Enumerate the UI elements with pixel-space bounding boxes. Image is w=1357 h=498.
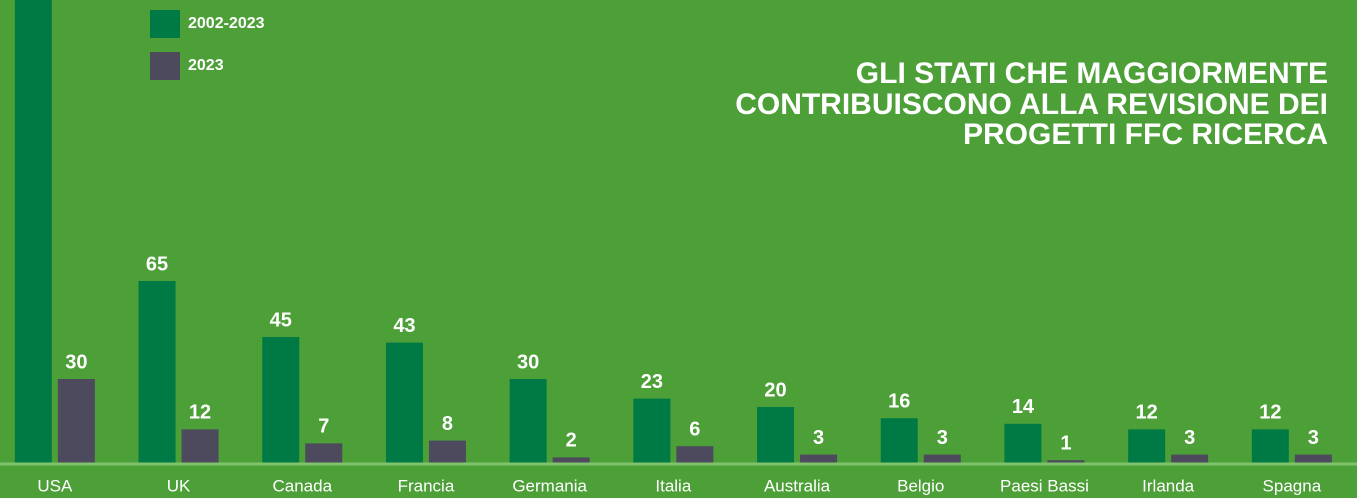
data-label: 30 (517, 351, 539, 373)
legend-label: 2002-2023 (188, 15, 265, 32)
data-label: 3 (813, 427, 824, 449)
legend-swatch (150, 52, 180, 80)
data-label: 3 (1308, 427, 1319, 449)
bar (880, 418, 918, 463)
chart-title: GLI STATI CHE MAGGIORMENTE (856, 57, 1328, 90)
x-tick-label: UK (167, 476, 191, 495)
x-tick-label: Paesi Bassi (1000, 476, 1089, 495)
data-label: 12 (189, 402, 211, 424)
bar (1294, 454, 1332, 463)
x-tick-label: Australia (764, 476, 831, 495)
bar (262, 337, 300, 463)
bar (385, 342, 423, 463)
bar (181, 429, 219, 463)
data-label: 20 (764, 379, 786, 401)
bar (633, 398, 671, 463)
data-label: 45 (270, 309, 292, 331)
bar (305, 443, 343, 463)
data-label: 14 (1012, 396, 1035, 418)
bar (800, 454, 838, 463)
x-tick-label: Canada (272, 476, 332, 495)
bar (1047, 460, 1085, 463)
data-label: 16 (888, 390, 910, 412)
data-label: 30 (65, 351, 87, 373)
data-label: 12 (1259, 402, 1281, 424)
chart-title: PROGETTI FFC RICERCA (963, 118, 1328, 151)
x-tick-label: Germania (512, 476, 587, 495)
bar (57, 379, 95, 463)
data-label: 3 (1184, 427, 1195, 449)
chart-title: CONTRIBUISCONO ALLA REVISIONE DEI (735, 88, 1328, 121)
bar (676, 446, 714, 463)
data-label: 7 (318, 416, 329, 438)
bar (1128, 429, 1166, 463)
data-label: 6 (689, 418, 700, 440)
data-label: 2 (566, 430, 577, 452)
x-tick-label: Belgio (897, 476, 944, 495)
legend-label: 2023 (188, 57, 224, 74)
legend-swatch (150, 10, 180, 38)
bar (923, 454, 961, 463)
data-label: 12 (1136, 402, 1158, 424)
bar (138, 281, 176, 463)
data-label: 43 (393, 315, 415, 337)
bar (1004, 423, 1042, 463)
bar (552, 457, 590, 463)
data-label: 8 (442, 413, 453, 435)
data-label: 65 (146, 253, 168, 275)
bar (1251, 429, 1289, 463)
bar (757, 407, 795, 463)
data-label: 23 (641, 371, 663, 393)
x-tick-label: Italia (655, 476, 691, 495)
bar (509, 379, 547, 463)
x-tick-label: Irlanda (1142, 476, 1195, 495)
x-tick-label: Spagna (1263, 476, 1322, 495)
bar (428, 440, 466, 463)
bar (14, 0, 52, 463)
x-tick-label: Francia (398, 476, 455, 495)
data-label: 3 (937, 427, 948, 449)
x-tick-label: USA (37, 476, 73, 495)
data-label: 1 (1060, 432, 1071, 454)
bar (1171, 454, 1209, 463)
